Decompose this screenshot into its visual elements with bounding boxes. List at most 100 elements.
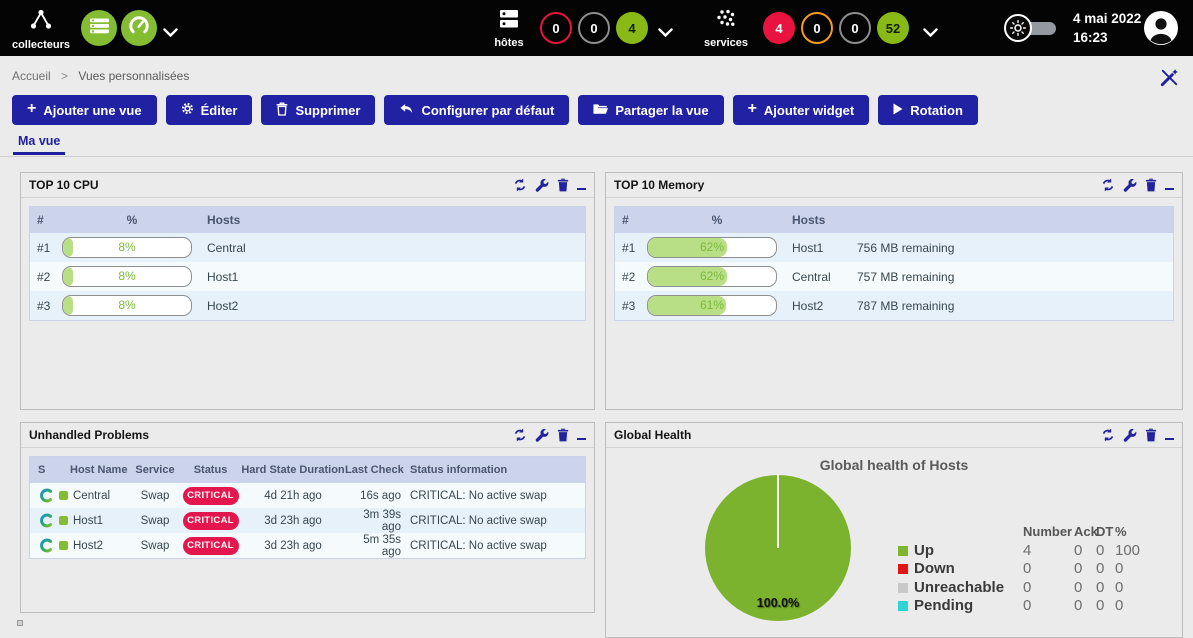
last-check: 5m 35s ago (363, 533, 401, 558)
hosts-unreachable-badge[interactable]: 0 (578, 12, 610, 44)
last-check: 3m 39s ago (363, 508, 401, 533)
edit-view-button[interactable]: Éditer (165, 95, 253, 125)
legend-down-swatch (898, 564, 908, 575)
breadcrumb-home[interactable]: Accueil (12, 69, 51, 83)
hosts-down-badge[interactable]: 0 (540, 12, 572, 44)
add-view-button[interactable]: + Ajouter une vue (12, 95, 157, 125)
trash-icon[interactable] (1145, 428, 1157, 442)
play-icon (893, 103, 903, 118)
refresh-icon[interactable] (513, 428, 527, 442)
widget-global-health: Global Health Global health of Hosts 100… (605, 422, 1183, 638)
plus-icon: + (747, 100, 757, 117)
service-name[interactable]: Swap (140, 539, 170, 552)
hosts-up-badge[interactable]: 4 (616, 12, 648, 44)
deactivate-widgets-wand-icon[interactable] (1158, 66, 1181, 94)
poller-list-button[interactable] (81, 10, 117, 46)
service-name[interactable]: Swap (140, 489, 170, 502)
wrench-icon[interactable] (1123, 178, 1137, 192)
hosts-health-pie-chart: 100.0% (705, 475, 851, 621)
theme-toggle[interactable] (1004, 14, 1060, 42)
plus-icon: + (27, 100, 37, 117)
hard-state-duration: 4d 21h ago (264, 489, 322, 502)
minimize-icon[interactable] (1165, 437, 1174, 443)
wrench-icon[interactable] (1123, 428, 1137, 442)
minimize-icon[interactable] (577, 187, 586, 193)
trash-icon[interactable] (1145, 178, 1157, 192)
centreon-logo-icon (30, 513, 54, 528)
refresh-icon[interactable] (1101, 428, 1115, 442)
memory-table-header: # % Hosts (615, 207, 1173, 233)
hosts-label: hôtes (494, 37, 524, 49)
host-name-link[interactable]: Host2 (73, 539, 104, 552)
trash-icon[interactable] (557, 428, 569, 442)
status-badge: CRITICAL (182, 486, 239, 505)
pie-legend: Number Ack DT % Up 4 0 0 100 Down 0 0 0 … (898, 523, 1155, 616)
refresh-icon[interactable] (1101, 178, 1115, 192)
memory-remaining: 787 MB remaining (857, 298, 955, 313)
pollers-label: collecteurs (11, 39, 71, 51)
status-badge: CRITICAL (182, 536, 239, 555)
trash-icon (276, 101, 288, 119)
services-chevron-down-icon[interactable] (923, 24, 938, 42)
widget-title: TOP 10 CPU (29, 178, 99, 192)
clock-time: 16:23 (1073, 30, 1108, 45)
widget-header: TOP 10 CPU (21, 173, 594, 198)
services-label: services (703, 37, 749, 49)
widget-header: Global Health (606, 423, 1182, 448)
widget-title: Unhandled Problems (29, 428, 150, 442)
minimize-icon[interactable] (1165, 187, 1174, 193)
user-avatar[interactable] (1144, 11, 1178, 45)
memory-progress-bar: 62% (647, 266, 777, 287)
cpu-progress-bar: 8% (62, 295, 192, 316)
memory-remaining: 757 MB remaining (857, 269, 955, 284)
widget-header: TOP 10 Memory (606, 173, 1182, 198)
refresh-icon[interactable] (513, 178, 527, 192)
pie-chart-title: Global health of Hosts (819, 457, 969, 473)
services-unknown-badge[interactable]: 0 (839, 12, 871, 44)
cpu-progress-bar: 8% (62, 266, 192, 287)
host-name-link[interactable]: Central (73, 489, 111, 502)
services-menu[interactable]: services (701, 9, 751, 49)
share-view-button[interactable]: Partager la vue (578, 95, 724, 125)
tab-ma-vue[interactable]: Ma vue (18, 134, 61, 148)
widget-unhandled-problems: Unhandled Problems S Host Name Service S… (20, 422, 595, 613)
services-icon (715, 9, 737, 34)
legend-label: Pending (914, 597, 974, 614)
problems-table: S Host Name Service Status Hard State Du… (29, 456, 586, 559)
hosts-chevron-down-icon[interactable] (658, 24, 673, 42)
pie-percentage-label: 100.0% (756, 596, 800, 610)
legend-pending-swatch (898, 601, 908, 612)
pollers-menu[interactable]: collecteurs (12, 9, 70, 51)
host-name-link[interactable]: Host1 (73, 514, 104, 527)
memory-table: # % Hosts #1 62% Host1 756 MB remaining … (614, 206, 1174, 321)
wrench-icon[interactable] (535, 428, 549, 442)
breadcrumb-separator: > (61, 69, 69, 83)
services-warning-badge[interactable]: 0 (801, 12, 833, 44)
services-ok-badge[interactable]: 52 (877, 12, 909, 44)
host-name: Host1 (792, 240, 824, 255)
table-row: #2 8% Host1 (30, 262, 585, 291)
pollers-chevron-down-icon[interactable] (163, 24, 178, 42)
host-status-square (59, 516, 68, 525)
poller-latency-button[interactable] (121, 10, 157, 46)
table-row: Host1 Swap CRITICAL 3d 23h ago 3m 39s ag… (30, 508, 585, 533)
wrench-icon[interactable] (535, 178, 549, 192)
service-name[interactable]: Swap (140, 514, 170, 527)
set-default-button[interactable]: Configurer par défaut (384, 95, 570, 125)
hosts-icon (497, 9, 521, 34)
hosts-menu[interactable]: hôtes (487, 9, 531, 49)
rotation-button[interactable]: Rotation (878, 95, 978, 125)
centreon-logo-icon (30, 538, 54, 553)
delete-view-button[interactable]: Supprimer (261, 95, 376, 125)
widget-top10-cpu: TOP 10 CPU # % Hosts #1 8% Central #2 8%… (20, 172, 595, 410)
memory-progress-bar: 61% (647, 295, 777, 316)
hard-state-duration: 3d 23h ago (264, 539, 322, 552)
widget-resize-handle[interactable] (17, 620, 23, 626)
last-check: 16s ago (360, 489, 401, 502)
tab-bar-divider (0, 156, 1193, 157)
minimize-icon[interactable] (577, 437, 586, 443)
services-critical-badge[interactable]: 4 (763, 12, 795, 44)
folder-icon (593, 103, 609, 118)
add-widget-button[interactable]: + Ajouter widget (732, 95, 870, 125)
trash-icon[interactable] (557, 178, 569, 192)
